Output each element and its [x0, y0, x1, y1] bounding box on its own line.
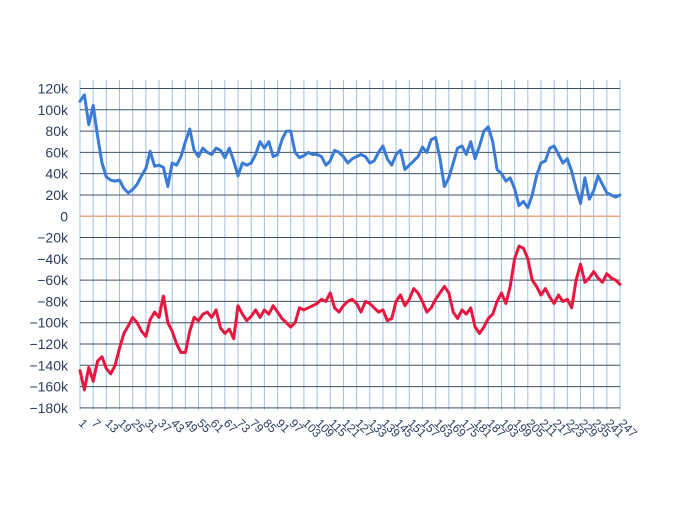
- y-tick-label: 40k: [45, 166, 69, 182]
- y-tick-label: 0: [60, 208, 68, 224]
- series-layer: [78, 93, 622, 392]
- y-tick-label: −180k: [29, 400, 69, 416]
- y-tick-label: 20k: [45, 187, 69, 203]
- y-tick-label: −160k: [29, 379, 69, 395]
- y-tick-label: −20k: [37, 230, 69, 246]
- y-tick-label: 100k: [38, 102, 69, 118]
- y-tick-label: −80k: [37, 293, 69, 309]
- y-tick-label: −40k: [37, 251, 69, 267]
- x-tick-label: 7: [89, 416, 104, 431]
- x-tick-label: 1: [76, 416, 91, 431]
- y-gridlines: [80, 88, 620, 409]
- y-tick-label: 60k: [45, 144, 69, 160]
- series-line-2: [78, 244, 622, 392]
- y-tick-label: −120k: [29, 336, 69, 352]
- y-tick-label: −140k: [29, 357, 69, 373]
- y-tick-label: −60k: [37, 272, 69, 288]
- y-tick-label: −100k: [29, 315, 69, 331]
- x-axis: 1713192531374349556167737985919710310911…: [76, 416, 640, 440]
- series-line-1: [78, 93, 622, 210]
- y-tick-label: 80k: [45, 123, 69, 139]
- y-axis: 120k 100k 80k 60k 40k 20k 0 −20k −40k −60k −80k −10…: [29, 81, 69, 416]
- y-tick-label: 120k: [38, 81, 69, 97]
- x-gridlines: [79, 80, 621, 410]
